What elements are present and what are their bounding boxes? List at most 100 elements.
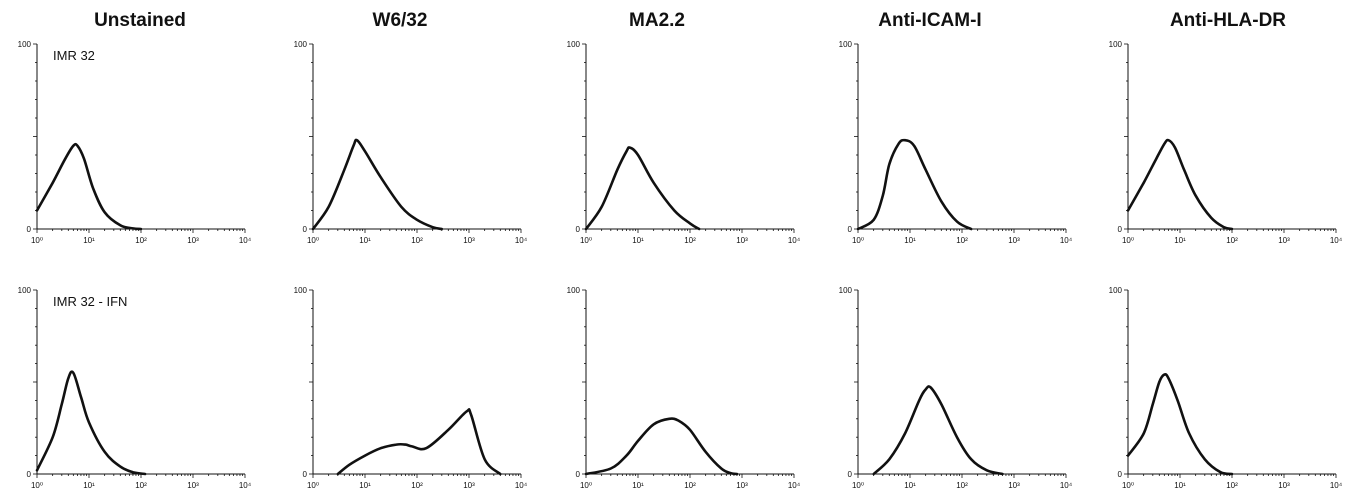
x-tick-label: 10⁴ <box>239 481 252 490</box>
x-tick-label: 10³ <box>187 236 199 245</box>
histogram-curve-1 <box>35 142 143 231</box>
histogram-panels: 0 100 10⁰ 10¹ 10² 10³ 10⁴ IMR 32 0 100 10⁰ 10¹ 10² 10… <box>18 40 1343 490</box>
histogram-curve-10 <box>1126 373 1234 476</box>
x-tick-label: 10¹ <box>83 236 95 245</box>
x-tick-label: 10⁰ <box>580 236 592 245</box>
x-tick-label: 10² <box>135 236 147 245</box>
x-tick-label: 10³ <box>1008 481 1020 490</box>
x-tick-label: 10² <box>1226 236 1238 245</box>
y-tick-label: 100 <box>18 286 32 295</box>
histogram-curve-6 <box>35 370 147 476</box>
x-tick-label: 10³ <box>463 236 475 245</box>
x-tick-label: 10⁰ <box>31 236 43 245</box>
y-tick-label: 100 <box>567 286 581 295</box>
y-tick-label: 0 <box>303 470 308 479</box>
x-tick-label: 10² <box>411 236 423 245</box>
histogram-panel-3: 0 100 10⁰ 10¹ 10² 10³ 10⁴ <box>567 40 801 245</box>
x-tick-label: 10⁰ <box>852 481 864 490</box>
row-label: IMR 32 - IFN <box>53 294 127 309</box>
y-tick-label: 100 <box>1109 40 1123 49</box>
histogram-curve-9 <box>872 385 1004 476</box>
histogram-curve-7 <box>336 408 502 476</box>
x-tick-label: 10² <box>684 236 696 245</box>
histogram-curve-2 <box>311 138 444 231</box>
y-tick-label: 0 <box>1118 225 1123 234</box>
histogram-panel-4: 0 100 10⁰ 10¹ 10² 10³ 10⁴ <box>839 40 1073 245</box>
x-tick-label: 10⁰ <box>580 481 592 490</box>
x-tick-label: 10¹ <box>83 481 95 490</box>
x-tick-label: 10⁴ <box>788 481 801 490</box>
x-tick-label: 10² <box>1226 481 1238 490</box>
histogram-panel-1: 0 100 10⁰ 10¹ 10² 10³ 10⁴ IMR 32 <box>18 40 252 245</box>
y-tick-label: 0 <box>848 470 853 479</box>
y-tick-label: 0 <box>848 225 853 234</box>
x-tick-label: 10⁴ <box>1060 481 1073 490</box>
histogram-curve-4 <box>856 138 973 231</box>
column-title-unstained: Unstained <box>94 10 186 31</box>
x-tick-label: 10⁴ <box>239 236 252 245</box>
x-tick-label: 10³ <box>1008 236 1020 245</box>
x-tick-label: 10¹ <box>1174 236 1186 245</box>
histogram-panel-9: 0 100 10⁰ 10¹ 10² 10³ 10⁴ <box>839 286 1073 490</box>
x-tick-label: 10¹ <box>904 481 916 490</box>
histogram-curve-8 <box>584 417 739 476</box>
x-tick-label: 10⁴ <box>515 236 528 245</box>
column-titles: Unstained W6/32 MA2.2 Anti-ICAM-I Anti-H… <box>94 10 1286 31</box>
y-tick-label: 0 <box>576 225 581 234</box>
x-tick-label: 10² <box>684 481 696 490</box>
y-tick-label: 0 <box>303 225 308 234</box>
y-tick-label: 0 <box>27 470 32 479</box>
y-tick-label: 100 <box>294 286 308 295</box>
x-tick-label: 10⁰ <box>307 236 319 245</box>
x-tick-label: 10² <box>411 481 423 490</box>
x-tick-label: 10² <box>956 481 968 490</box>
y-tick-label: 100 <box>839 40 853 49</box>
y-tick-label: 100 <box>567 40 581 49</box>
y-tick-label: 100 <box>18 40 32 49</box>
row-label: IMR 32 <box>53 48 95 63</box>
x-tick-label: 10³ <box>1278 236 1290 245</box>
x-tick-label: 10² <box>956 236 968 245</box>
column-title-w6-32: W6/32 <box>373 10 428 31</box>
histogram-curve-3 <box>584 146 701 231</box>
y-tick-label: 100 <box>294 40 308 49</box>
x-tick-label: 10¹ <box>359 236 371 245</box>
x-tick-label: 10³ <box>463 481 475 490</box>
x-tick-label: 10⁴ <box>515 481 528 490</box>
histogram-panel-6: 0 100 10⁰ 10¹ 10² 10³ 10⁴ IMR 32 - IFN <box>18 286 252 490</box>
x-tick-label: 10⁰ <box>1122 481 1134 490</box>
histogram-panel-5: 0 100 10⁰ 10¹ 10² 10³ 10⁴ <box>1109 40 1343 245</box>
column-title-anti-hla-dr: Anti-HLA-DR <box>1170 10 1286 31</box>
x-tick-label: 10¹ <box>632 481 644 490</box>
x-tick-label: 10⁰ <box>852 236 864 245</box>
x-tick-label: 10⁰ <box>31 481 43 490</box>
y-tick-label: 100 <box>1109 286 1123 295</box>
x-tick-label: 10³ <box>1278 481 1290 490</box>
x-tick-label: 10⁴ <box>1330 481 1343 490</box>
x-tick-label: 10¹ <box>359 481 371 490</box>
histogram-panel-10: 0 100 10⁰ 10¹ 10² 10³ 10⁴ <box>1109 286 1343 490</box>
x-tick-label: 10⁰ <box>307 481 319 490</box>
histogram-panel-8: 0 100 10⁰ 10¹ 10² 10³ 10⁴ <box>567 286 801 490</box>
x-tick-label: 10¹ <box>904 236 916 245</box>
column-title-ma2-2: MA2.2 <box>629 10 685 31</box>
x-tick-label: 10¹ <box>632 236 644 245</box>
y-tick-label: 0 <box>1118 470 1123 479</box>
x-tick-label: 10⁴ <box>1060 236 1073 245</box>
histogram-panel-2: 0 100 10⁰ 10¹ 10² 10³ 10⁴ <box>294 40 528 245</box>
x-tick-label: 10² <box>135 481 147 490</box>
x-tick-label: 10⁴ <box>788 236 801 245</box>
x-tick-label: 10³ <box>736 481 748 490</box>
y-tick-label: 100 <box>839 286 853 295</box>
column-title-anti-icam-i: Anti-ICAM-I <box>878 10 981 31</box>
y-tick-label: 0 <box>27 225 32 234</box>
histogram-panel-7: 0 100 10⁰ 10¹ 10² 10³ 10⁴ <box>294 286 528 490</box>
x-tick-label: 10¹ <box>1174 481 1186 490</box>
x-tick-label: 10³ <box>736 236 748 245</box>
histogram-curve-5 <box>1126 138 1234 231</box>
x-tick-label: 10³ <box>187 481 199 490</box>
x-tick-label: 10⁴ <box>1330 236 1343 245</box>
y-tick-label: 0 <box>576 470 581 479</box>
x-tick-label: 10⁰ <box>1122 236 1134 245</box>
